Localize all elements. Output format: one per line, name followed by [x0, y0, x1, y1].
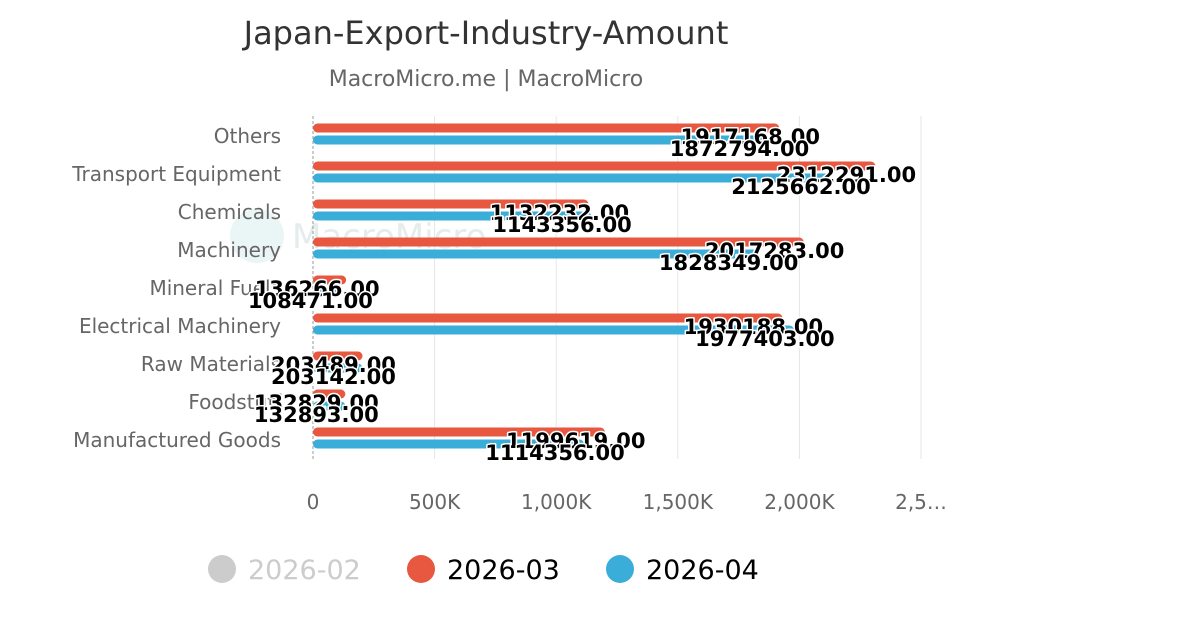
chart-title: Japan-Export-Industry-Amount: [242, 14, 729, 52]
bar: [313, 313, 783, 323]
legend-label: 2026-02: [248, 555, 361, 586]
bar: [313, 123, 780, 133]
legend-item[interactable]: 2026-03: [407, 555, 560, 586]
data-label: 1828349.00: [659, 251, 798, 275]
category-label: Others: [214, 124, 281, 148]
legend-item[interactable]: 2026-02: [208, 555, 361, 586]
bar: [313, 237, 804, 247]
watermark-logo-icon: [230, 209, 284, 263]
data-label: 1132232.00: [490, 201, 629, 225]
data-label: 1114356.00: [485, 441, 624, 465]
x-tick-label: 500K: [409, 490, 461, 514]
bar: [313, 287, 340, 297]
data-label: 1199619.00: [506, 429, 645, 453]
bar: [313, 199, 589, 209]
data-label: 203489.00: [271, 353, 396, 377]
x-tick-label: 1,500K: [643, 490, 714, 514]
bar: [313, 351, 363, 361]
bar: [313, 249, 758, 259]
x-tick-label: 0: [307, 490, 320, 514]
data-label: 203142.00: [271, 365, 396, 389]
data-label: 136266.00: [255, 277, 380, 301]
legend-label: 2026-04: [646, 555, 759, 586]
data-label: 1977403.00: [695, 327, 834, 351]
legend-label: 2026-03: [447, 555, 560, 586]
bar: [313, 427, 605, 437]
bar: [313, 363, 363, 373]
chart-subtitle: MacroMicro.me | MacroMicro: [329, 67, 644, 92]
category-label: Mineral Fuels: [149, 276, 281, 300]
bar: [313, 211, 592, 221]
category-label: Raw Materials: [141, 352, 281, 376]
bar: [313, 389, 346, 399]
bar: [313, 439, 585, 449]
data-label: 2125662.00: [731, 175, 870, 199]
data-label: 2017283.00: [705, 239, 844, 263]
data-labels: 1917168.00 2312291.00 1132232.00 2017283.00…: [246, 124, 917, 467]
data-label: 1143356.00: [492, 213, 631, 237]
data-label: 2312291.00: [777, 163, 916, 187]
legend-marker: [606, 555, 634, 583]
bar: [313, 135, 769, 145]
bar: [313, 161, 876, 171]
x-tick-label: 2,000K: [764, 490, 835, 514]
data-label: 1917168.00: [681, 125, 820, 149]
legend-marker: [407, 555, 435, 583]
legend: 2026-02 2026-03 2026-04: [208, 555, 759, 586]
legend-item[interactable]: 2026-04: [606, 555, 759, 586]
category-label: Transport Equipment: [71, 162, 281, 186]
bar: [313, 401, 346, 411]
bars: [313, 123, 876, 449]
category-label: Electrical Machinery: [79, 314, 281, 338]
category-label: Chemicals: [178, 200, 281, 224]
category-label: Manufactured Goods: [73, 428, 281, 452]
data-label: 132893.00: [254, 403, 379, 427]
data-label: 1872794.00: [670, 137, 809, 161]
bar: [313, 173, 830, 183]
gridlines: [434, 116, 922, 459]
bar: [313, 325, 794, 335]
x-tick-label: 2,5…: [895, 490, 947, 514]
data-label: 132829.00: [254, 391, 379, 415]
category-label: Foodstuff: [188, 390, 282, 414]
x-tick-labels: 0 500K 1,000K 1,500K 2,000K 2,5…: [307, 490, 947, 514]
data-label: 108471.00: [248, 289, 373, 313]
x-tick-label: 1,000K: [521, 490, 592, 514]
data-label: 1930188.00: [684, 315, 823, 339]
bar: [313, 275, 347, 285]
category-labels: Others Transport Equipment Chemicals Machin…: [71, 124, 282, 452]
legend-marker: [208, 555, 236, 583]
category-label: Machinery: [177, 238, 281, 262]
